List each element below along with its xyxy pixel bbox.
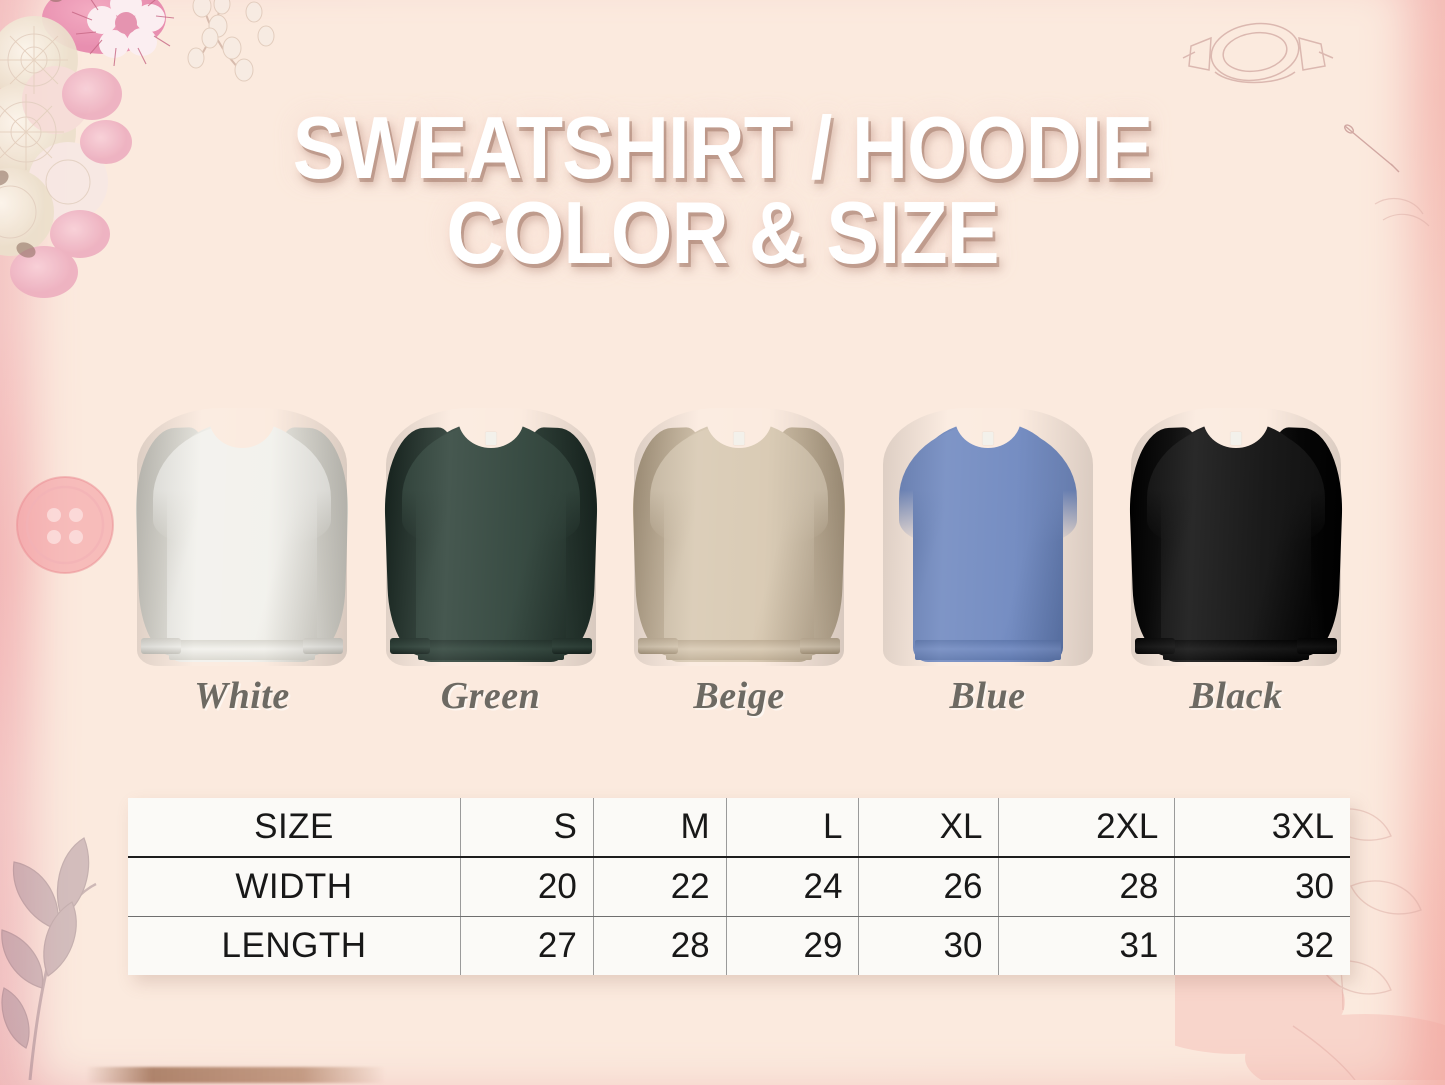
hem-ribbing: [417, 640, 564, 660]
sweatshirt-beige-image: [630, 408, 848, 666]
cell-size-2: L: [726, 798, 860, 858]
cuff-right: [1049, 638, 1089, 654]
cuff-left: [638, 638, 678, 654]
cell-width-2: 24: [726, 857, 860, 917]
cell-length-0: 27: [460, 916, 594, 975]
cell-width-0: 20: [460, 857, 594, 917]
sweatshirt-black-image: [1127, 408, 1345, 666]
cell-size-5: 3XL: [1174, 798, 1350, 858]
cell-width-1: 22: [593, 857, 727, 917]
garment-cell-black: Black: [1122, 408, 1350, 718]
cell-size-0: S: [460, 798, 594, 858]
table-row: SIZE S M L XL 2XL 3XL: [128, 798, 1350, 858]
neck-label-tag: [982, 432, 993, 445]
table-row: LENGTH 27 28 29 30 31 32: [128, 916, 1350, 975]
cuff-left: [141, 638, 181, 654]
hem-ribbing: [666, 640, 812, 660]
color-label-white: White: [194, 675, 290, 717]
bottom-brown-band: [86, 1067, 386, 1083]
garment-cell-green: Green: [377, 408, 605, 718]
title-line-2: COLOR & SIZE: [446, 182, 999, 282]
neck-label-tag: [1230, 432, 1242, 445]
hem-ribbing: [169, 640, 315, 660]
row-label-length: LENGTH: [128, 916, 461, 975]
cell-length-4: 31: [998, 916, 1176, 975]
cuff-left: [1135, 638, 1175, 654]
cuff-left: [389, 638, 430, 654]
color-label-black: Black: [1189, 675, 1283, 717]
cell-size-1: M: [593, 798, 727, 858]
cell-length-5: 32: [1295, 926, 1334, 965]
sweatshirt-white-image: [133, 408, 351, 666]
sweatshirt-green-image: [381, 408, 600, 666]
row-label-size: SIZE: [128, 798, 461, 858]
cuff-right: [800, 638, 840, 654]
cell-length-2: 29: [726, 916, 860, 975]
cuff-right: [551, 638, 592, 654]
cuff-right: [1297, 638, 1337, 654]
garment-cell-white: White: [128, 408, 356, 718]
title-line-1: SWEATSHIRT / HOODIE: [292, 98, 1153, 197]
cell-width-4: 28: [998, 857, 1176, 917]
cuff-left: [887, 638, 927, 654]
table-row: WIDTH 20 22 24 26 28 30: [128, 857, 1350, 917]
neck-label-tag: [733, 432, 745, 445]
cell-width-3: 26: [858, 857, 1000, 917]
garment-color-row: White Green Beige Blue Black: [128, 408, 1350, 738]
color-label-green: Green: [440, 675, 541, 717]
page-title: SWEATSHIRT / HOODIE COLOR & SIZE: [0, 98, 1445, 282]
cell-width-5: 30: [1174, 857, 1350, 917]
cell-size-4: 2XL: [998, 798, 1176, 858]
cell-length-1: 28: [593, 916, 727, 975]
cuff-right: [303, 638, 343, 654]
cell-size-3: XL: [858, 798, 1000, 858]
hem-ribbing: [914, 640, 1061, 660]
hem-ribbing: [1163, 640, 1309, 660]
color-label-blue: Blue: [949, 675, 1026, 717]
sweatshirt-blue-image: [882, 408, 1093, 666]
garment-cell-blue: Blue: [874, 408, 1102, 718]
color-label-beige: Beige: [693, 675, 785, 717]
neck-label-tag: [485, 432, 496, 445]
cell-length-3: 30: [858, 916, 1000, 975]
garment-cell-beige: Beige: [625, 408, 853, 718]
size-chart-table: SIZE S M L XL 2XL 3XL WIDTH 20 22 24 26 28 30 LENGTH 27…: [128, 798, 1350, 975]
size-chart-table-container: SIZE S M L XL 2XL 3XL WIDTH 20 22 24 26 28 30 LENGTH 27…: [128, 798, 1350, 975]
row-label-width: WIDTH: [128, 857, 461, 917]
